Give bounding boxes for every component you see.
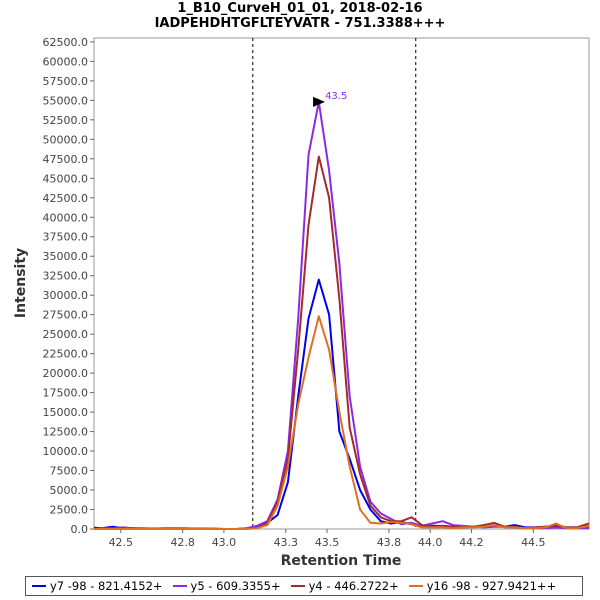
y-tick-label: 5000.0 <box>50 484 89 497</box>
x-tick-label: 44.2 <box>459 536 484 549</box>
legend-item: y7 -98 - 821.4152+ <box>32 579 163 593</box>
y-tick-label: 47500.0 <box>43 153 89 166</box>
x-tick-label: 43.3 <box>274 536 299 549</box>
y-tick-label: 52500.0 <box>43 114 89 127</box>
x-tick-label: 43.5 <box>315 536 340 549</box>
legend-label: y5 - 609.3355+ <box>190 579 281 593</box>
integration-boundaries <box>252 38 417 529</box>
y-tick-label: 15000.0 <box>43 406 89 419</box>
legend-swatch <box>290 585 305 587</box>
legend-label: y4 - 446.2722+ <box>308 579 399 593</box>
peak-marker-icon <box>313 96 326 107</box>
y-tick-label: 27500.0 <box>43 309 89 322</box>
y-tick-label: 32500.0 <box>43 270 89 283</box>
chart-subtitle: IADPEHDHTGFLTEYVATR - 751.3388+++ <box>155 16 446 31</box>
legend-swatch <box>408 585 423 587</box>
y-tick-label: 7500.0 <box>50 465 89 478</box>
x-tick-label: 43.8 <box>377 536 402 549</box>
y-axis-label: Intensity <box>13 248 29 318</box>
legend-label: y16 -98 - 927.9421++ <box>426 579 557 593</box>
y-tick-label: 55000.0 <box>43 94 89 107</box>
y-tick-label: 60000.0 <box>43 55 89 68</box>
y-tick-label: 12500.0 <box>43 426 89 439</box>
y-tick-label: 45000.0 <box>43 172 89 185</box>
x-tick-label: 44.5 <box>521 536 546 549</box>
y-tick-label: 25000.0 <box>43 328 89 341</box>
x-tick-label: 42.5 <box>109 536 134 549</box>
x-tick-label: 44.0 <box>418 536 443 549</box>
y-tick-label: 22500.0 <box>43 348 89 361</box>
legend-swatch <box>32 585 46 587</box>
x-tick-label: 43.0 <box>212 536 237 549</box>
y-tick-label: 35000.0 <box>43 250 89 263</box>
y-tick-label: 40000.0 <box>43 211 89 224</box>
y-tick-label: 42500.0 <box>43 192 89 205</box>
x-axis: 42.5 42.8 43.0 43.3 43.5 43.8 44.0 44.2 44.5 <box>109 529 546 549</box>
series-lines <box>93 100 590 530</box>
y-axis: 0.0 2500.0 5000.0 7500.0 10000.0 12500.0 15000… <box>43 36 94 536</box>
legend-item: y4 - 446.2722+ <box>290 579 399 593</box>
y-tick-label: 0.0 <box>71 523 89 536</box>
y-tick-label: 17500.0 <box>43 387 89 400</box>
peak-annotation: 43.5 <box>313 91 347 107</box>
legend-item: y16 -98 - 927.9421++ <box>408 579 557 593</box>
y-tick-label: 10000.0 <box>43 445 89 458</box>
y-tick-label: 62500.0 <box>43 36 89 49</box>
x-tick-label: 42.8 <box>170 536 195 549</box>
peak-label: 43.5 <box>325 91 347 102</box>
legend-item: y5 - 609.3355+ <box>172 579 281 593</box>
legend-label: y7 -98 - 821.4152+ <box>50 579 163 593</box>
legend-swatch <box>172 585 187 587</box>
legend: y7 -98 - 821.4152+ y5 - 609.3355+ y4 - 446… <box>25 576 583 596</box>
y-tick-label: 57500.0 <box>43 75 89 88</box>
x-axis-label: Retention Time <box>281 553 402 569</box>
chart-title: 1_B10_CurveH_01_01, 2018-02-16 <box>177 1 422 16</box>
y-tick-label: 37500.0 <box>43 231 89 244</box>
y-tick-label: 20000.0 <box>43 367 89 380</box>
y-tick-label: 50000.0 <box>43 133 89 146</box>
y-tick-label: 30000.0 <box>43 289 89 302</box>
y-tick-label: 2500.0 <box>50 504 89 517</box>
series-line <box>94 315 590 530</box>
